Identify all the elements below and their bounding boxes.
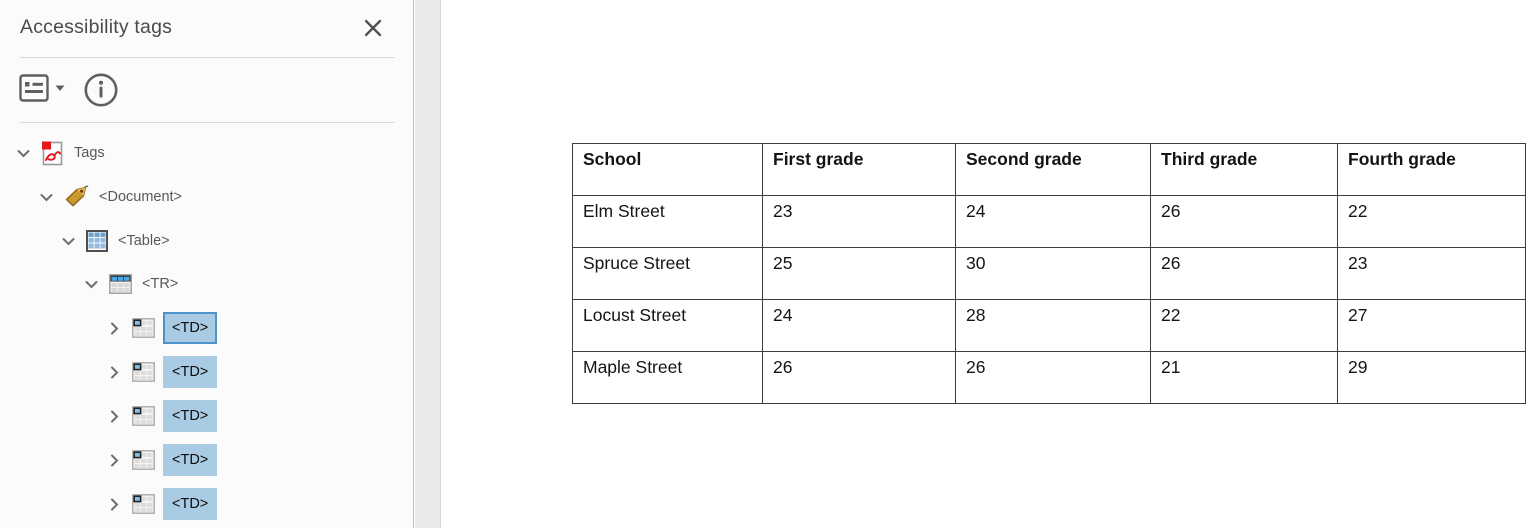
td-tag-selected[interactable]: <TD> [163,355,218,389]
chevron-right-icon[interactable] [107,409,122,424]
caret-down-icon [55,85,65,91]
divider [20,57,395,58]
table-cell-icon [132,450,155,470]
document-table: School First grade Second grade Third gr… [572,143,1526,404]
table-cell: 27 [1337,299,1526,352]
tree-item-td-2[interactable]: <TD> [107,352,218,392]
tree-item-td-4[interactable]: <TD> [107,440,218,480]
tag-icon [64,185,89,209]
pdf-file-icon [41,141,64,166]
close-icon [364,19,382,37]
tree-item-td-3[interactable]: <TD> [107,396,218,436]
tree-item-tr[interactable]: <TR> [84,264,178,304]
table-row-icon [109,274,132,294]
table-cell-icon [132,406,155,426]
td-tag-selected[interactable]: <TD> [163,399,218,433]
table-cell: 24 [762,299,956,352]
table-cell-icon [132,494,155,514]
table-cell: 28 [955,299,1151,352]
chevron-down-icon[interactable] [84,277,99,292]
tree-item-table[interactable]: <Table> [61,221,170,261]
tree-label[interactable]: <Table> [118,233,170,249]
accessibility-tags-panel: Accessibility tags [0,0,414,528]
header-cell: First grade [762,143,956,196]
tree-item-td-5[interactable]: <TD> [107,484,218,524]
chevron-right-icon[interactable] [107,497,122,512]
header-cell: School [572,143,763,196]
chevron-down-icon[interactable] [39,190,54,205]
td-tag-selected[interactable]: <TD> [163,311,218,345]
tag-options-button[interactable] [19,74,65,102]
table-cell: 26 [1150,195,1338,248]
chevron-down-icon[interactable] [61,234,76,249]
table-cell: 23 [762,195,956,248]
table-cell: Maple Street [572,351,763,404]
table-cell: 26 [762,351,956,404]
info-circle-icon [84,73,118,107]
document-background-gutter [415,0,441,528]
table-row: Elm Street 23 24 26 22 [572,195,1526,248]
td-tag-selected[interactable]: <TD> [163,487,218,521]
tree-item-document[interactable]: <Document> [39,177,182,217]
td-tag-selected[interactable]: <TD> [163,443,218,477]
header-cell: Fourth grade [1337,143,1526,196]
tree-label[interactable]: Tags [74,145,105,161]
tree-item-tags[interactable]: Tags [16,133,105,173]
table-cell: 22 [1150,299,1338,352]
table-cell: 24 [955,195,1151,248]
header-cell: Second grade [955,143,1151,196]
table-cell: Spruce Street [572,247,763,300]
pdf-page: School First grade Second grade Third gr… [442,0,1540,528]
table-row: Spruce Street 25 30 26 23 [572,247,1526,300]
tree-label[interactable]: <TR> [142,276,179,292]
table-cell: Elm Street [572,195,763,248]
tree-label[interactable]: <Document> [99,189,183,205]
table-icon [86,230,108,252]
chevron-right-icon[interactable] [107,365,122,380]
table-cell: 21 [1150,351,1338,404]
table-cell: 30 [955,247,1151,300]
table-cell: Locust Street [572,299,763,352]
chevron-down-icon[interactable] [16,146,31,161]
panel-title: Accessibility tags [20,16,173,38]
table-header-row: School First grade Second grade Third gr… [572,143,1526,196]
table-cell: 26 [1150,247,1338,300]
table-cell: 22 [1337,195,1526,248]
table-cell-icon [132,362,155,382]
table-cell: 29 [1337,351,1526,404]
tree-item-td-1[interactable]: <TD> [107,308,218,348]
chevron-right-icon[interactable] [107,321,122,336]
close-panel-button[interactable] [360,15,386,41]
chevron-right-icon[interactable] [107,453,122,468]
header-cell: Third grade [1150,143,1338,196]
table-cell: 25 [762,247,956,300]
table-cell: 23 [1337,247,1526,300]
table-row: Locust Street 24 28 22 27 [572,299,1526,352]
table-cell: 26 [955,351,1151,404]
divider [20,122,395,123]
list-options-icon [19,74,49,102]
table-cell-icon [132,318,155,338]
info-button[interactable] [83,72,119,108]
table-row: Maple Street 26 26 21 29 [572,351,1526,404]
